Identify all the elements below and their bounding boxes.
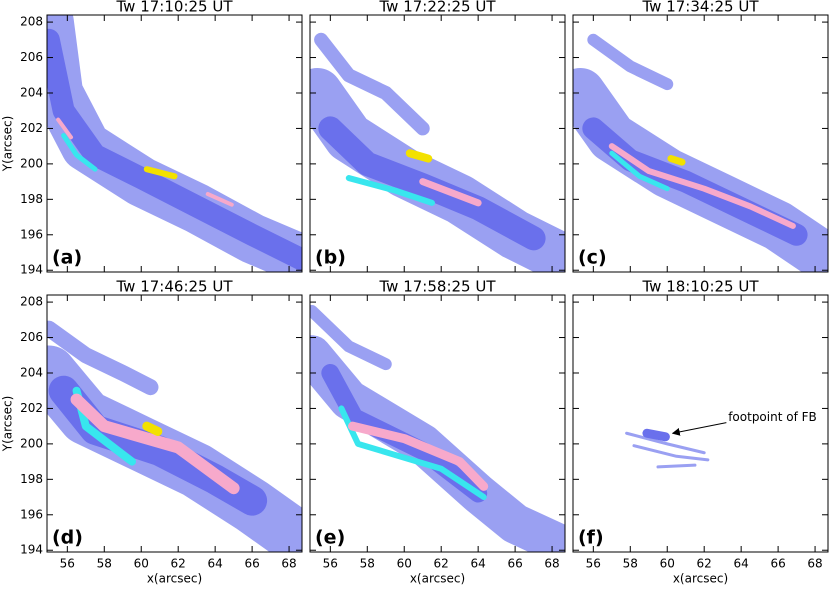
x-tick-label: 56: [586, 557, 601, 571]
image: [47, 320, 302, 552]
structure: [419, 178, 482, 207]
structure: [608, 143, 796, 229]
image: [625, 428, 710, 469]
panel-label: (a): [52, 247, 82, 269]
axes-frame: [309, 294, 566, 553]
x-tick-label: 68: [544, 557, 559, 571]
panel-label: (e): [315, 527, 345, 549]
structure: [142, 421, 163, 436]
structure: [143, 166, 178, 180]
y-tick-label: 194: [20, 543, 43, 557]
panel-title: Tw 17:34:25 UT: [642, 0, 760, 16]
x-axis-label: x(arcsec): [147, 572, 202, 586]
x-axis-label: x(arcsec): [673, 572, 728, 586]
y-tick-label: 204: [20, 85, 43, 99]
y-tick-label: 208: [20, 15, 43, 29]
x-axis-label: x(arcsec): [410, 572, 465, 586]
annotation-arrow: [671, 422, 727, 436]
x-tick-label: 68: [281, 557, 296, 571]
x-tick-label: 58: [360, 557, 375, 571]
structure: [667, 155, 686, 166]
structure: [205, 192, 234, 207]
panel-title: Tw 17:10:25 UT: [116, 0, 234, 16]
y-axis-label: Y(arcsec): [1, 396, 15, 453]
structure: [47, 28, 302, 271]
structure: [582, 117, 808, 246]
structure: [61, 133, 98, 172]
panel-label: (c): [578, 247, 607, 269]
structure: [310, 304, 392, 371]
image: [310, 32, 565, 272]
y-tick-label: 196: [20, 507, 43, 521]
y-tick-label: 198: [20, 192, 43, 206]
structure: [632, 444, 710, 462]
x-tick-label: 64: [208, 557, 223, 571]
x-tick-label: 64: [471, 557, 486, 571]
panel: Tw 17:34:25 UT (c): [572, 0, 829, 273]
panel-label: (b): [315, 247, 346, 269]
y-axis-label: Y(arcsec): [1, 116, 15, 173]
panel-label: (d): [52, 527, 83, 549]
panel: Tw 17:22:25 UT (b): [309, 0, 566, 273]
y-tick-label: 198: [20, 472, 43, 486]
panel: Tw 17:46:25 UT (d) 56 58 60 62 64 66 68 194 196 198…: [1, 278, 303, 586]
x-tick-label: 56: [323, 557, 338, 571]
x-tick-label: 60: [134, 557, 149, 571]
structure: [656, 463, 697, 469]
structure: [587, 33, 674, 91]
y-tick-label: 208: [20, 295, 43, 309]
axes-frame: [46, 294, 303, 553]
x-tick-label: 60: [660, 557, 675, 571]
panel: Tw 18:10:25 UT (f) 56 58 60 62 64 66 68 x(arcsec)…: [572, 278, 829, 586]
x-tick-label: 62: [697, 557, 712, 571]
structure: [47, 320, 159, 396]
y-tick-label: 206: [20, 330, 43, 344]
structure: [314, 32, 430, 136]
y-tick-label: 202: [20, 401, 43, 415]
structure: [56, 117, 74, 140]
x-tick-label: 62: [171, 557, 186, 571]
image: [47, 15, 302, 272]
y-tick-label: 194: [20, 263, 43, 277]
panel: Tw 17:10:25 UT (a) 194 196 198 200 202 204 206 20…: [1, 0, 303, 277]
y-tick-label: 202: [20, 121, 43, 135]
x-tick-label: 60: [397, 557, 412, 571]
x-tick-label: 56: [60, 557, 75, 571]
structure: [70, 393, 240, 495]
x-tick-label: 66: [770, 557, 785, 571]
x-tick-label: 62: [434, 557, 449, 571]
image: [310, 304, 565, 552]
y-tick-label: 200: [20, 156, 43, 170]
y-tick-label: 200: [20, 436, 43, 450]
panel-title: Tw 17:58:25 UT: [379, 278, 497, 296]
panel-label: (f): [578, 527, 604, 549]
panel-title: Tw 17:22:25 UT: [379, 0, 497, 16]
structure: [642, 428, 670, 442]
structure: [348, 421, 489, 491]
structure: [345, 175, 435, 206]
panel-title: Tw 17:46:25 UT: [116, 278, 234, 296]
structure: [405, 149, 433, 163]
x-tick-label: 58: [623, 557, 638, 571]
axes-frame: [572, 14, 829, 273]
axes-frame: [46, 14, 303, 273]
image: [573, 33, 828, 272]
x-tick-label: 66: [244, 557, 259, 571]
x-tick-label: 58: [97, 557, 112, 571]
axes-frame: [309, 14, 566, 273]
x-tick-label: 66: [507, 557, 522, 571]
y-tick-label: 204: [20, 365, 43, 379]
x-tick-label: 64: [734, 557, 749, 571]
annotation: footpoint of FB: [728, 410, 817, 424]
x-tick-label: 68: [807, 557, 822, 571]
structure: [625, 431, 706, 455]
y-tick-label: 206: [20, 50, 43, 64]
panel-title: Tw 18:10:25 UT: [642, 278, 760, 296]
panel: Tw 17:58:25 UT (e) 56 58 60 62 64 66 68 x(arcsec): [309, 278, 566, 586]
y-tick-label: 196: [20, 227, 43, 241]
axes-frame: [572, 294, 829, 553]
structure: [609, 150, 670, 192]
